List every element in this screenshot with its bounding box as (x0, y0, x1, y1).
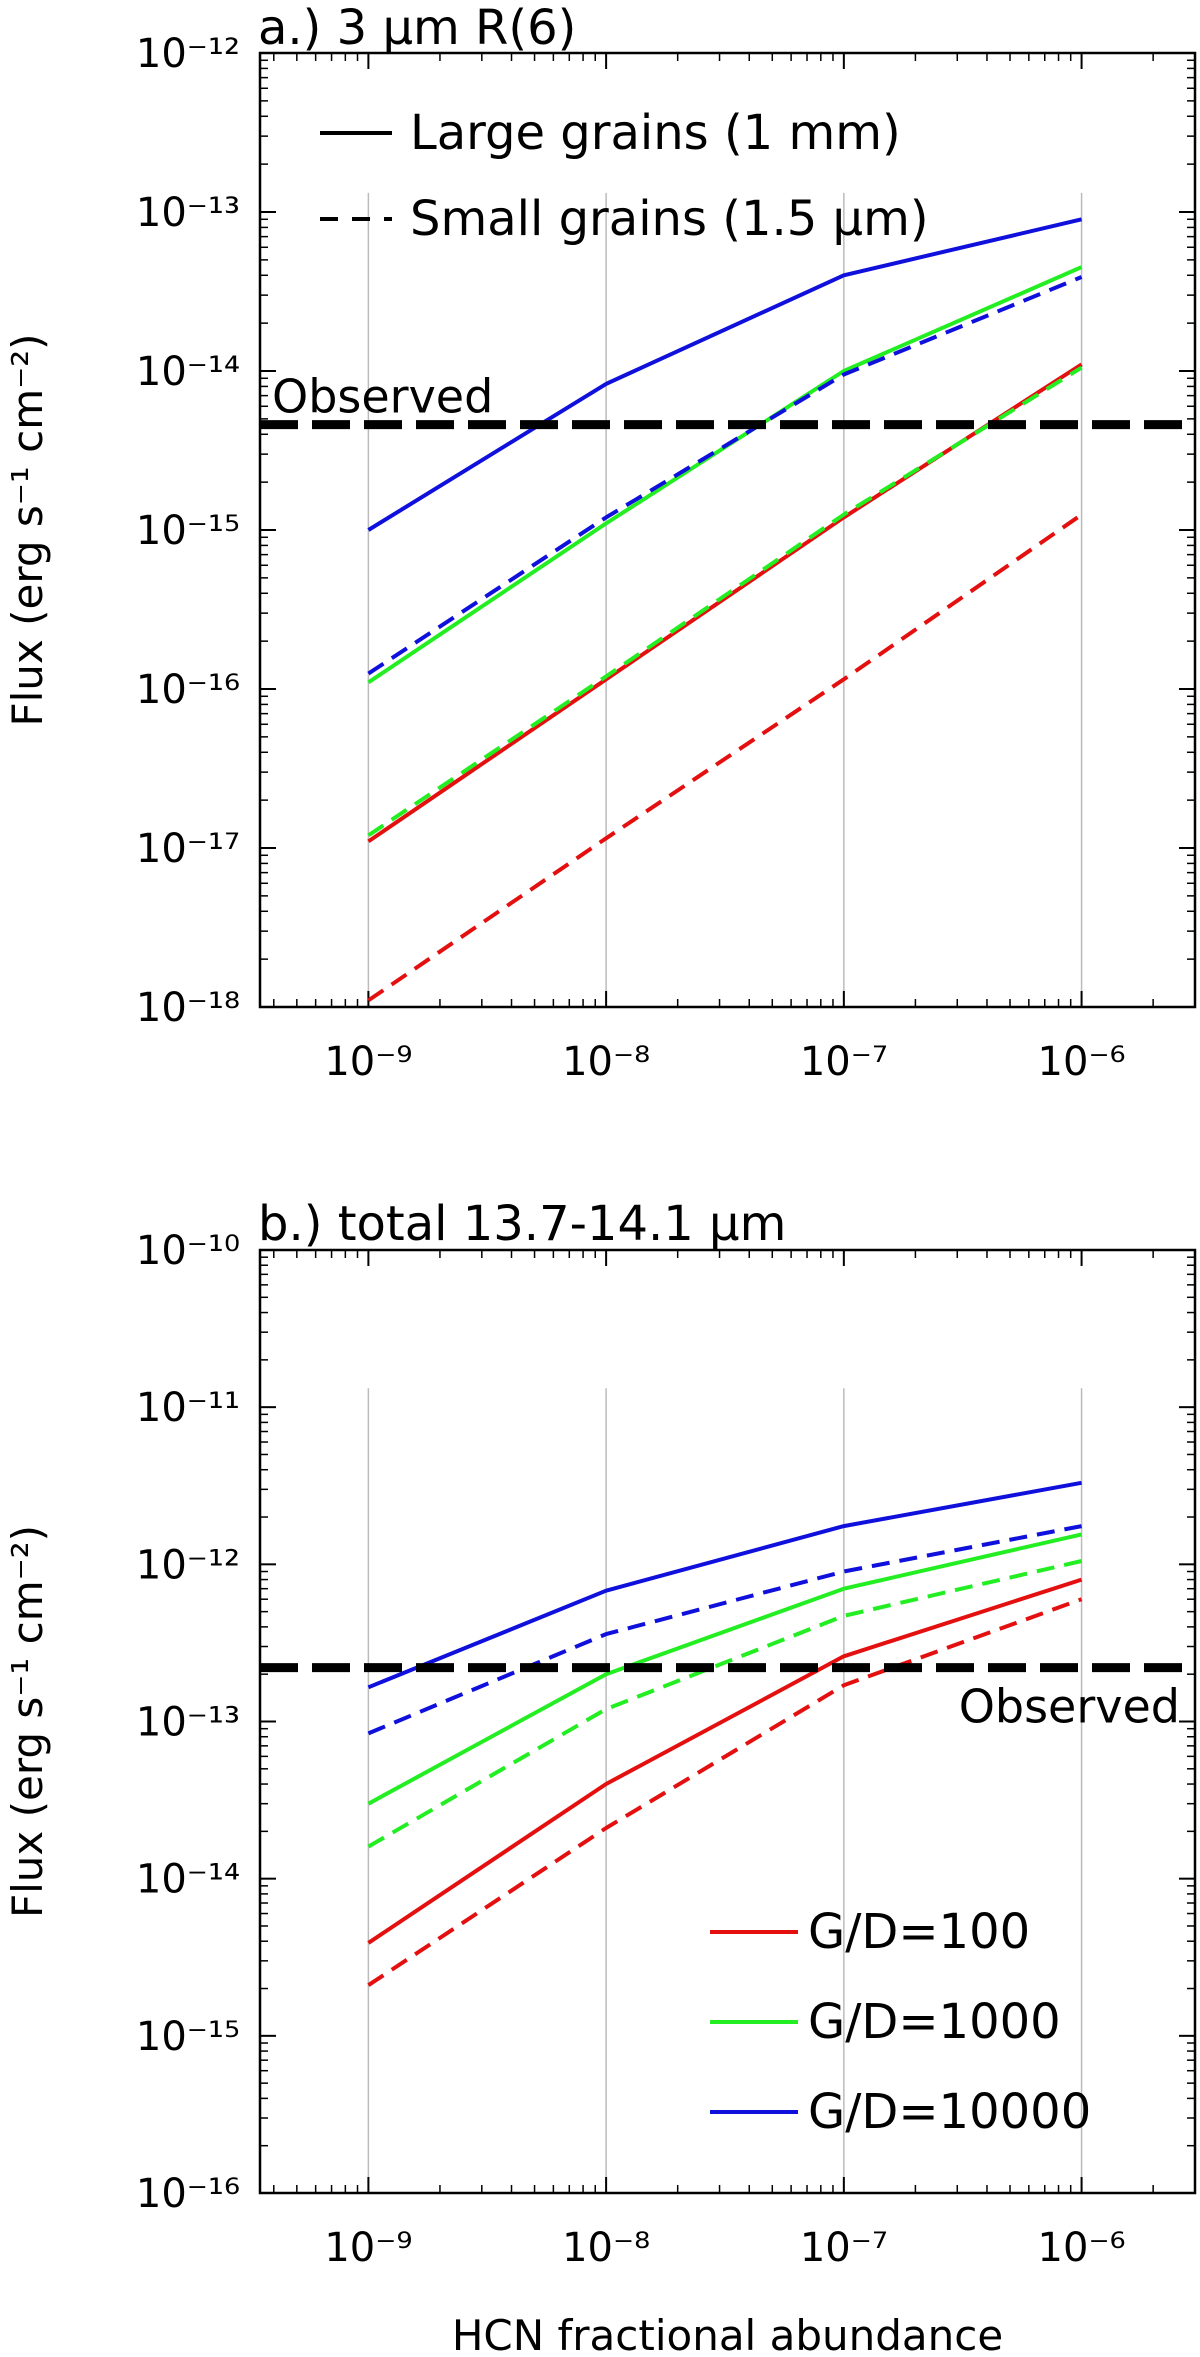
x-tick-label: 10⁻⁸ (562, 2225, 650, 2271)
y-tick-label: 10⁻¹⁸ (136, 985, 240, 1031)
panel-title: a.) 3 μm R(6) (258, 0, 576, 56)
observed-label: Observed (959, 1680, 1180, 1734)
panel-b: 10⁻¹⁶ 10⁻¹⁵ 10⁻¹⁴ 10⁻¹³ 10⁻¹² 10⁻¹¹ 10⁻¹⁰ 10⁻⁹ 1… (3, 1196, 1197, 2357)
series-line (367, 1597, 1083, 1987)
y-tick-label: 10⁻¹³ (136, 1700, 240, 1746)
panel-title: b.) total 13.7-14.1 μm (258, 1196, 786, 1252)
x-tick-label: 10⁻⁷ (800, 1039, 888, 1085)
y-tick-label: 10⁻¹⁴ (136, 349, 240, 395)
legend: Large grains (1 mm) Small grains (1.5 μm) (320, 105, 929, 247)
observed-label: Observed (272, 370, 493, 424)
y-tick-label: 10⁻¹⁷ (136, 826, 240, 872)
legend-label: Large grains (1 mm) (410, 105, 901, 161)
x-ticks (273, 1250, 1196, 2193)
series-line (367, 365, 1083, 838)
y-axis-label: Flux (erg s⁻¹ cm⁻²) (3, 1525, 52, 1918)
legend-label: G/D=1000 (808, 1994, 1061, 2050)
y-tick-label: 10⁻¹⁵ (136, 508, 240, 554)
series-line (367, 1559, 1083, 1849)
series-line (367, 1480, 1082, 1690)
y-tick-label: 10⁻¹⁰ (136, 1228, 240, 1274)
y-axis-label: Flux (erg s⁻¹ cm⁻²) (3, 333, 52, 726)
panel-a: 10⁻¹⁸ 10⁻¹⁷ 10⁻¹⁶ 10⁻¹⁵ 10⁻¹⁴ 10⁻¹³ 10⁻¹² 10⁻⁹ 1… (3, 0, 1197, 1085)
x-tick-label: 10⁻⁷ (800, 2225, 888, 2271)
legend: G/D=100 G/D=1000 G/D=10000 (710, 1904, 1091, 2140)
x-axis-label: HCN fractional abundance (452, 2311, 1003, 2357)
legend-label: Small grains (1.5 μm) (410, 191, 929, 247)
x-tick-label: 10⁻⁶ (1038, 2225, 1126, 2271)
y-tick-label: 10⁻¹¹ (136, 1385, 240, 1431)
y-tick-label: 10⁻¹² (136, 31, 240, 77)
y-ticks (260, 52, 1195, 1008)
series-line (367, 512, 1083, 1003)
y-tick-label: 10⁻¹⁴ (136, 1857, 240, 1903)
x-tick-label: 10⁻⁸ (562, 1039, 650, 1085)
y-tick-label: 10⁻¹⁶ (136, 2171, 240, 2217)
x-tick-label: 10⁻⁶ (1038, 1039, 1126, 1085)
legend-label: G/D=10000 (808, 2084, 1091, 2140)
x-ticks (273, 53, 1196, 1007)
y-tick-label: 10⁻¹⁵ (136, 2014, 240, 2060)
x-tick-label: 10⁻⁹ (324, 1039, 412, 1085)
series-line (367, 217, 1083, 532)
y-tick-label: 10⁻¹³ (136, 190, 240, 236)
y-tick-label: 10⁻¹² (136, 1542, 240, 1588)
legend-label: G/D=100 (808, 1904, 1030, 1960)
series-line (367, 1532, 1083, 1806)
x-tick-label: 10⁻⁹ (324, 2225, 412, 2271)
y-ticks (260, 1249, 1195, 2194)
y-tick-label: 10⁻¹⁶ (136, 667, 240, 713)
series-line (367, 275, 1083, 676)
series-line (367, 1524, 1082, 1736)
series-line (367, 1577, 1083, 1945)
